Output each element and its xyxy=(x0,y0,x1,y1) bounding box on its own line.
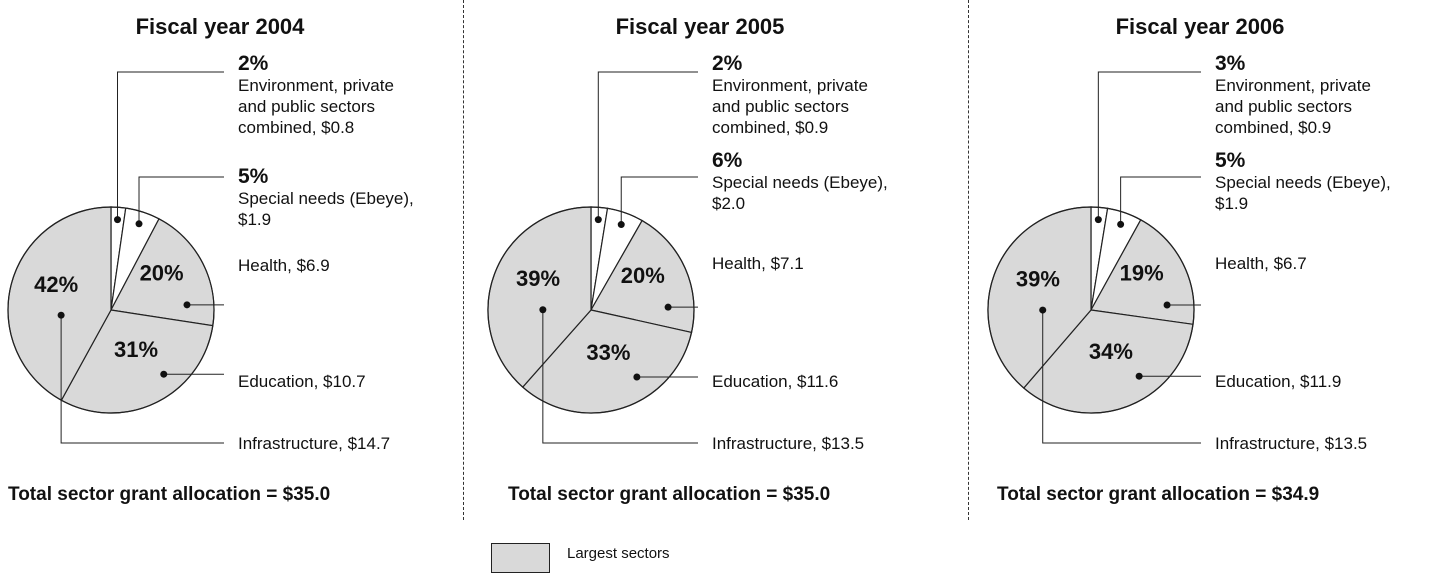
pie-chart-svg: 20% 31% 42% xyxy=(7,71,224,444)
leader-dot-3 xyxy=(1135,372,1143,380)
leader-line-1 xyxy=(620,176,698,225)
slice-pct-label-4: 42% xyxy=(34,272,78,297)
legend-swatch-largest xyxy=(491,543,550,573)
legend-label: Largest sectors xyxy=(567,545,670,562)
label-special-needs: 5% Special needs (Ebeye), $1.9 xyxy=(238,165,414,229)
pie-outline xyxy=(487,206,695,414)
pie-chart-svg: 20% 33% 39% xyxy=(487,71,698,444)
leader-dot-2 xyxy=(1163,301,1171,309)
pie-outline xyxy=(987,206,1195,414)
label-environment: 3% Environment, private and public secto… xyxy=(1215,52,1371,137)
leader-dot-4 xyxy=(1039,306,1047,314)
leader-dot-3 xyxy=(633,373,641,381)
slice-pct-label-2: 20% xyxy=(140,261,184,286)
leader-line-0 xyxy=(1097,71,1201,220)
leader-line-1 xyxy=(138,176,224,224)
leader-line-4 xyxy=(1042,310,1201,444)
total-allocation: Total sector grant allocation = $34.9 xyxy=(997,484,1320,505)
leader-dot-3 xyxy=(160,370,168,378)
leader-dot-1 xyxy=(1117,220,1125,228)
label-infrastructure: Infrastructure, $14.7 xyxy=(238,434,391,453)
slice-pct-label-2: 19% xyxy=(1120,261,1164,286)
leader-line-0 xyxy=(117,71,224,220)
leader-line-1 xyxy=(1120,176,1201,225)
label-education: Education, $11.6 xyxy=(712,372,839,391)
slice-pct-label-3: 34% xyxy=(1089,339,1133,364)
chart-title: Fiscal year 2004 xyxy=(135,14,305,39)
label-health: Health, $6.9 xyxy=(238,256,330,275)
panel-divider-1 xyxy=(463,0,464,520)
chart-title: Fiscal year 2006 xyxy=(1115,14,1285,39)
leader-dot-0 xyxy=(114,216,122,224)
label-infrastructure: Infrastructure, $13.5 xyxy=(712,434,865,453)
leader-dot-1 xyxy=(617,221,625,229)
slice-pct-label-2: 20% xyxy=(621,263,665,288)
label-special-needs: 6% Special needs (Ebeye), $2.0 xyxy=(712,149,888,213)
leader-line-0 xyxy=(597,71,698,220)
pie-chart-svg: 19% 34% 39% xyxy=(987,71,1201,444)
label-health: Health, $6.7 xyxy=(1215,254,1307,273)
label-education: Education, $10.7 xyxy=(238,372,366,391)
slice-pct-label-4: 39% xyxy=(1016,266,1060,291)
slice-pct-label-4: 39% xyxy=(516,266,560,291)
chart-title: Fiscal year 2005 xyxy=(615,14,785,39)
leader-dot-2 xyxy=(664,303,672,311)
leader-dot-4 xyxy=(539,306,547,314)
slice-pct-label-3: 31% xyxy=(114,337,158,362)
label-health: Health, $7.1 xyxy=(712,254,804,273)
label-education: Education, $11.9 xyxy=(1215,372,1342,391)
chart-panel-2006: Fiscal year 2006 19% 34% 39% 3% Environmen… xyxy=(980,0,1433,530)
leader-dot-0 xyxy=(1094,216,1102,224)
leader-dot-1 xyxy=(135,220,143,228)
label-infrastructure: Infrastructure, $13.5 xyxy=(1215,434,1368,453)
label-environment: 2% Environment, private and public secto… xyxy=(712,52,868,137)
total-allocation: Total sector grant allocation = $35.0 xyxy=(8,484,331,505)
chart-panel-2004: Fiscal year 2004 20% 31% 42% 2% Environmen… xyxy=(0,0,470,530)
total-allocation: Total sector grant allocation = $35.0 xyxy=(508,484,831,505)
panel-divider-2 xyxy=(968,0,969,520)
label-environment: 2% Environment, private and public secto… xyxy=(238,52,394,137)
leader-line-4 xyxy=(60,315,224,444)
chart-panel-2005: Fiscal year 2005 20% 33% 39% 2% Environmen… xyxy=(480,0,950,530)
leader-dot-0 xyxy=(594,216,602,224)
pie-outline xyxy=(7,206,215,414)
leader-line-4 xyxy=(542,309,698,444)
slice-pct-label-3: 33% xyxy=(586,340,630,365)
leader-dot-2 xyxy=(183,301,191,309)
label-special-needs: 5% Special needs (Ebeye), $1.9 xyxy=(1215,149,1391,213)
leader-dot-4 xyxy=(57,311,65,319)
